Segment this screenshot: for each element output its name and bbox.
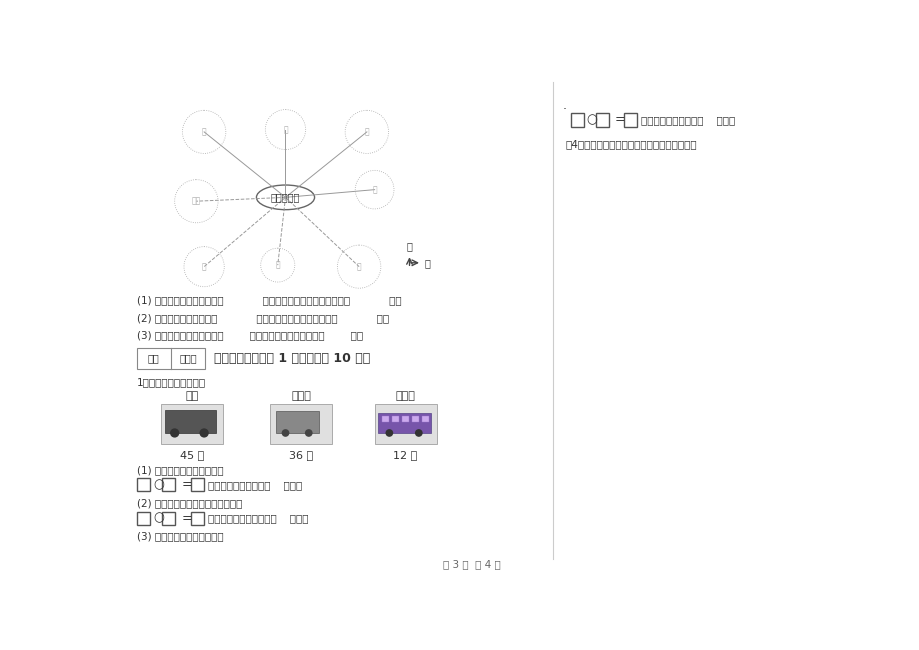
Bar <box>165 410 216 433</box>
Text: ·: · <box>562 103 566 116</box>
Bar <box>137 478 150 491</box>
Text: 第 3 页  共 4 页: 第 3 页 共 4 页 <box>442 559 500 569</box>
Bar <box>623 113 637 127</box>
Circle shape <box>414 429 422 437</box>
Text: 狼: 狼 <box>364 127 369 136</box>
Text: 答：卡车比面包车多（    ）辆。: 答：卡车比面包车多（ ）辆。 <box>208 480 302 490</box>
Text: 猫: 猫 <box>283 125 288 134</box>
Text: (1) 卡车比面包车多多少辆？: (1) 卡车比面包车多多少辆？ <box>137 465 223 475</box>
Text: (3) 猴子家在森林俱乐部的（        ）面，小狗家在猴子家的（        ）面: (3) 猴子家在森林俱乐部的（ ）面，小狗家在猴子家的（ ）面 <box>137 331 362 341</box>
Bar <box>596 113 608 127</box>
Text: 狗: 狗 <box>357 262 361 271</box>
Text: ○: ○ <box>153 478 164 491</box>
Bar <box>162 404 223 444</box>
Text: （4）你还能提出什么数学问题并列式解答吗？: （4）你还能提出什么数学问题并列式解答吗？ <box>565 140 697 150</box>
Bar <box>570 113 583 127</box>
Bar <box>269 404 332 444</box>
Circle shape <box>281 429 289 437</box>
Text: ○: ○ <box>586 114 597 127</box>
Bar <box>191 478 204 491</box>
Text: 1、根据图片信息解题。: 1、根据图片信息解题。 <box>137 377 206 387</box>
Text: 兔: 兔 <box>201 262 206 271</box>
Text: 狮: 狮 <box>201 127 206 136</box>
Text: (1) 小猫住在森林俱乐部的（            ）面，小鸡住在森林俱乐部的（            ）面: (1) 小猫住在森林俱乐部的（ ）面，小鸡住在森林俱乐部的（ ）面 <box>137 295 401 305</box>
Bar <box>412 416 418 422</box>
Text: =: = <box>614 114 625 127</box>
Text: 猴: 猴 <box>372 185 377 194</box>
Text: 十一、附加题（共 1 大题，共计 10 分）: 十一、附加题（共 1 大题，共计 10 分） <box>214 352 370 365</box>
Text: 评卷人: 评卷人 <box>179 354 197 363</box>
Circle shape <box>199 428 209 437</box>
Text: 鹿: 鹿 <box>275 261 279 270</box>
Bar <box>378 413 431 433</box>
Circle shape <box>170 428 179 437</box>
Text: 45 辆: 45 辆 <box>180 450 204 460</box>
Text: 大客车: 大客车 <box>395 391 415 402</box>
Circle shape <box>304 429 312 437</box>
Bar <box>162 512 176 525</box>
Text: 松鼠: 松鼠 <box>191 197 200 205</box>
Bar <box>137 348 205 369</box>
Circle shape <box>385 429 392 437</box>
Text: (2) 小兔子家的东北面是（            ），森林俱乐部的西北面是（            ）。: (2) 小兔子家的东北面是（ ），森林俱乐部的西北面是（ ）。 <box>137 313 389 323</box>
Bar <box>381 416 388 422</box>
Text: =: = <box>181 478 192 491</box>
Text: =: = <box>181 512 192 525</box>
Text: 北: 北 <box>406 241 412 252</box>
Text: ○: ○ <box>153 512 164 525</box>
Bar <box>276 411 319 433</box>
Text: (3) 大客车比卡车少多少辆？: (3) 大客车比卡车少多少辆？ <box>137 532 223 541</box>
Text: 面包车: 面包车 <box>290 391 311 402</box>
Text: (2) 面包车和大客车一共有多少辆？: (2) 面包车和大客车一共有多少辆？ <box>137 499 242 508</box>
Bar <box>137 512 150 525</box>
Text: 答：面包车和大客车共（    ）辆。: 答：面包车和大客车共（ ）辆。 <box>208 513 308 523</box>
Text: 12 辆: 12 辆 <box>393 450 417 460</box>
Bar <box>402 416 408 422</box>
Text: 36 辆: 36 辆 <box>289 450 312 460</box>
Bar <box>391 416 398 422</box>
Text: 东: 东 <box>424 258 430 268</box>
Bar <box>162 478 176 491</box>
Text: 森林俱乐部: 森林俱乐部 <box>270 192 300 202</box>
Bar <box>422 416 428 422</box>
Text: 得分: 得分 <box>148 354 160 363</box>
Bar <box>374 404 437 444</box>
Bar <box>191 512 204 525</box>
Text: 答：大客车比卡车少（    ）辆。: 答：大客车比卡车少（ ）辆。 <box>641 115 734 125</box>
Text: 卡车: 卡车 <box>186 391 199 402</box>
